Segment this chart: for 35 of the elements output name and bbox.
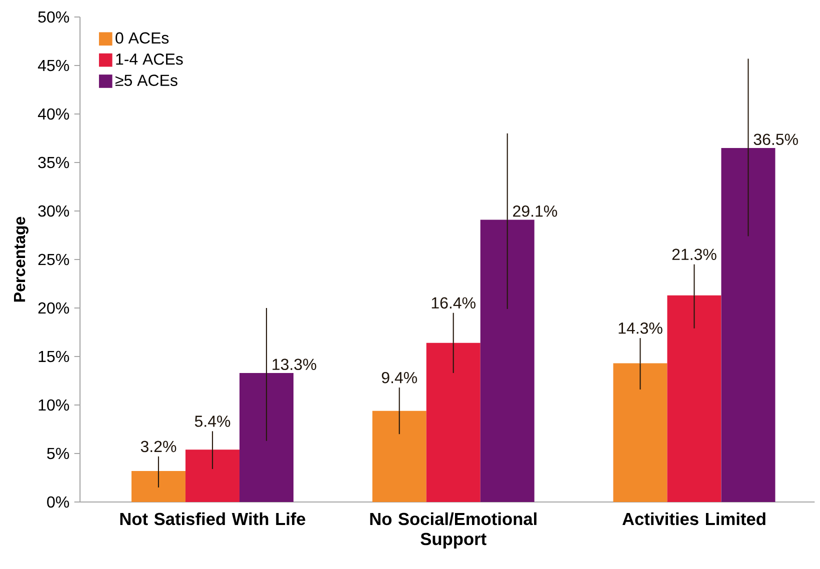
y-tick-label: 0%	[47, 496, 70, 508]
y-tick-label: 50%	[38, 11, 70, 23]
data-label: 9.4%	[382, 372, 418, 384]
y-tick-label: 15%	[38, 350, 70, 362]
bar	[131, 470, 186, 502]
y-tick-label: 35%	[38, 156, 70, 168]
y-tick-label: 40%	[38, 108, 70, 120]
x-tick-label: Activities Limited	[622, 512, 766, 526]
y-tick-label: 20%	[38, 302, 70, 314]
y-tick-label: 5%	[47, 448, 70, 460]
bar	[426, 342, 480, 502]
data-label: 5.4%	[194, 416, 230, 427]
data-label: 13.3%	[272, 358, 316, 370]
data-label: 3.2%	[140, 440, 176, 452]
data-label: 36.5%	[754, 134, 798, 146]
y-tick-label: 30%	[38, 205, 70, 217]
data-label: 21.3%	[672, 248, 716, 260]
bar	[667, 295, 722, 502]
data-label: 14.3%	[618, 322, 662, 334]
bar	[372, 410, 426, 502]
bar	[721, 148, 776, 502]
y-tick-label: 10%	[38, 399, 70, 411]
y-axis-title: Percentage	[14, 216, 28, 302]
bar	[185, 450, 240, 502]
bar	[480, 220, 534, 502]
x-tick-label: Not Satisfied With Life	[120, 512, 306, 526]
data-label: 29.1%	[513, 205, 558, 217]
legend-label: ≥5 ACEs	[115, 74, 178, 86]
legend-label: 0 ACEs	[116, 32, 169, 44]
x-tick-label: No Social/Emotional Support	[370, 512, 536, 549]
legend-label: 1-4 ACEs	[116, 53, 183, 65]
y-tick-label: 25%	[38, 254, 70, 266]
data-label: 16.4%	[432, 297, 476, 309]
y-tick-label: 45%	[38, 60, 70, 72]
bar	[613, 363, 668, 502]
